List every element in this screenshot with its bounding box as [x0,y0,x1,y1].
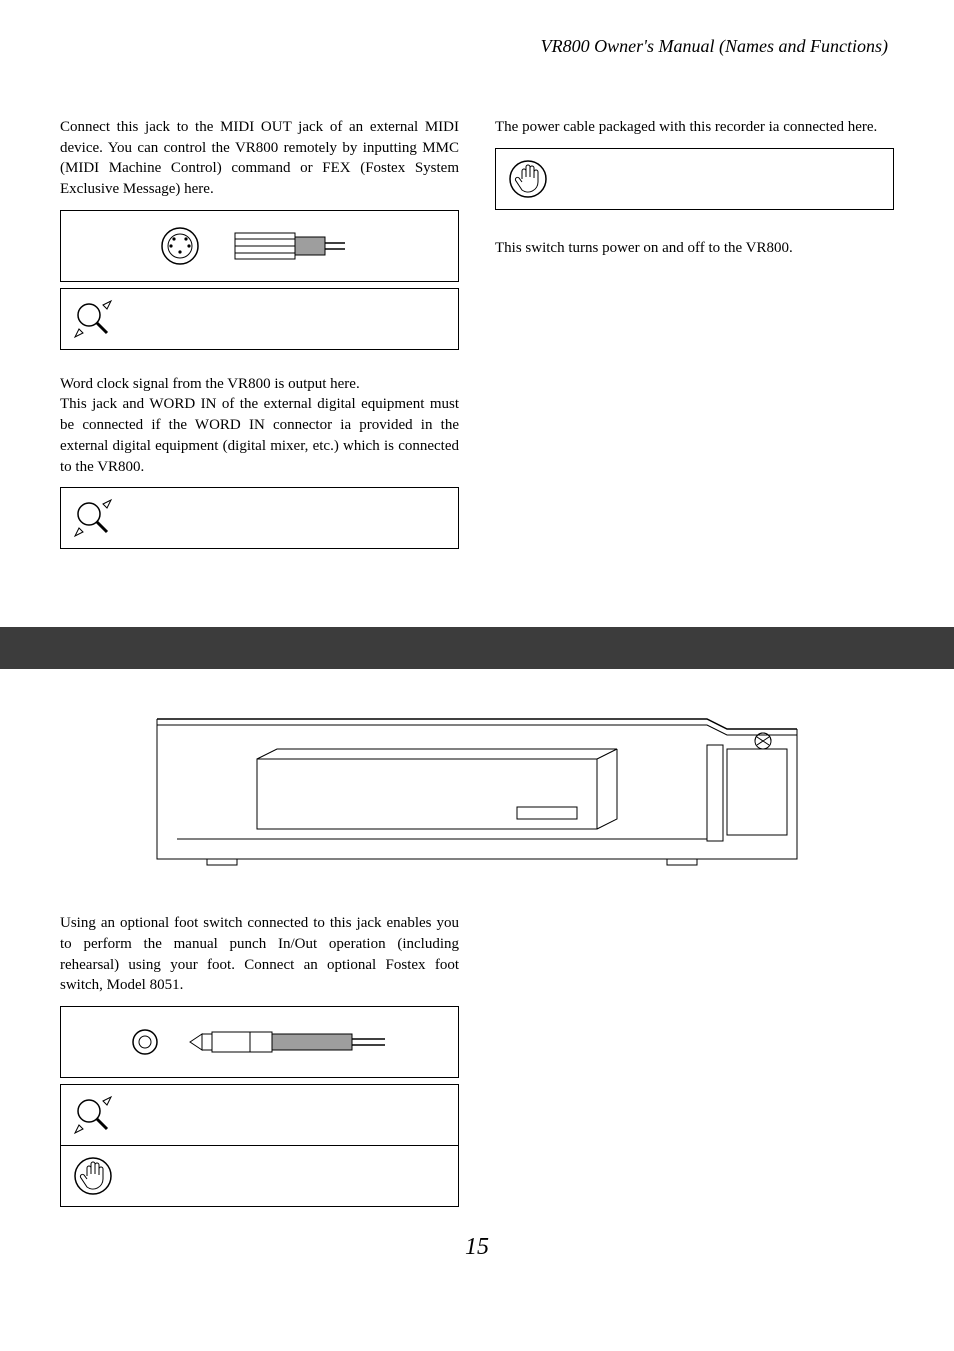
foot-sw-callout-hand [60,1145,459,1207]
magnifier-icon [73,498,113,538]
magnifier-icon [73,299,113,339]
midi-jack-icon [140,221,380,271]
lower-columns: Using an optional foot switch connected … [60,913,894,1225]
foot-sw-callout-magnifier [60,1084,459,1146]
midi-jack-figure [60,210,459,282]
page-number: 15 [0,1234,954,1261]
lower-right-column [495,913,894,1225]
ac-in-callout [495,148,894,210]
foot-sw-body: Using an optional foot switch connected … [60,913,459,996]
left-column: Connect this jack to the MIDI OUT jack o… [60,117,459,567]
magnifier-icon [73,1095,113,1135]
hand-stop-icon [508,159,548,199]
manual-page: VR800 Owner's Manual (Names and Function… [0,0,954,1351]
foot-sw-jack-icon [110,1017,410,1067]
midi-in-figure-stack [60,210,459,350]
midi-in-callout [60,288,459,350]
power-sw-body: This switch turns power on and off to th… [495,238,894,259]
side-view-figure [60,709,894,869]
word-out-callout [60,487,459,549]
device-side-view-icon [147,709,807,869]
section-bar [0,627,954,669]
lower-left-column: Using an optional foot switch connected … [60,913,459,1225]
upper-columns: Connect this jack to the MIDI OUT jack o… [60,117,894,567]
foot-sw-figure [60,1006,459,1078]
running-header: VR800 Owner's Manual (Names and Function… [60,36,894,57]
ac-in-body: The power cable packaged with this recor… [495,117,894,138]
foot-sw-figure-stack [60,1006,459,1207]
word-out-body: Word clock signal from the VR800 is outp… [60,374,459,477]
midi-in-body: Connect this jack to the MIDI OUT jack o… [60,117,459,200]
hand-stop-icon [73,1156,113,1196]
right-column: The power cable packaged with this recor… [495,117,894,567]
